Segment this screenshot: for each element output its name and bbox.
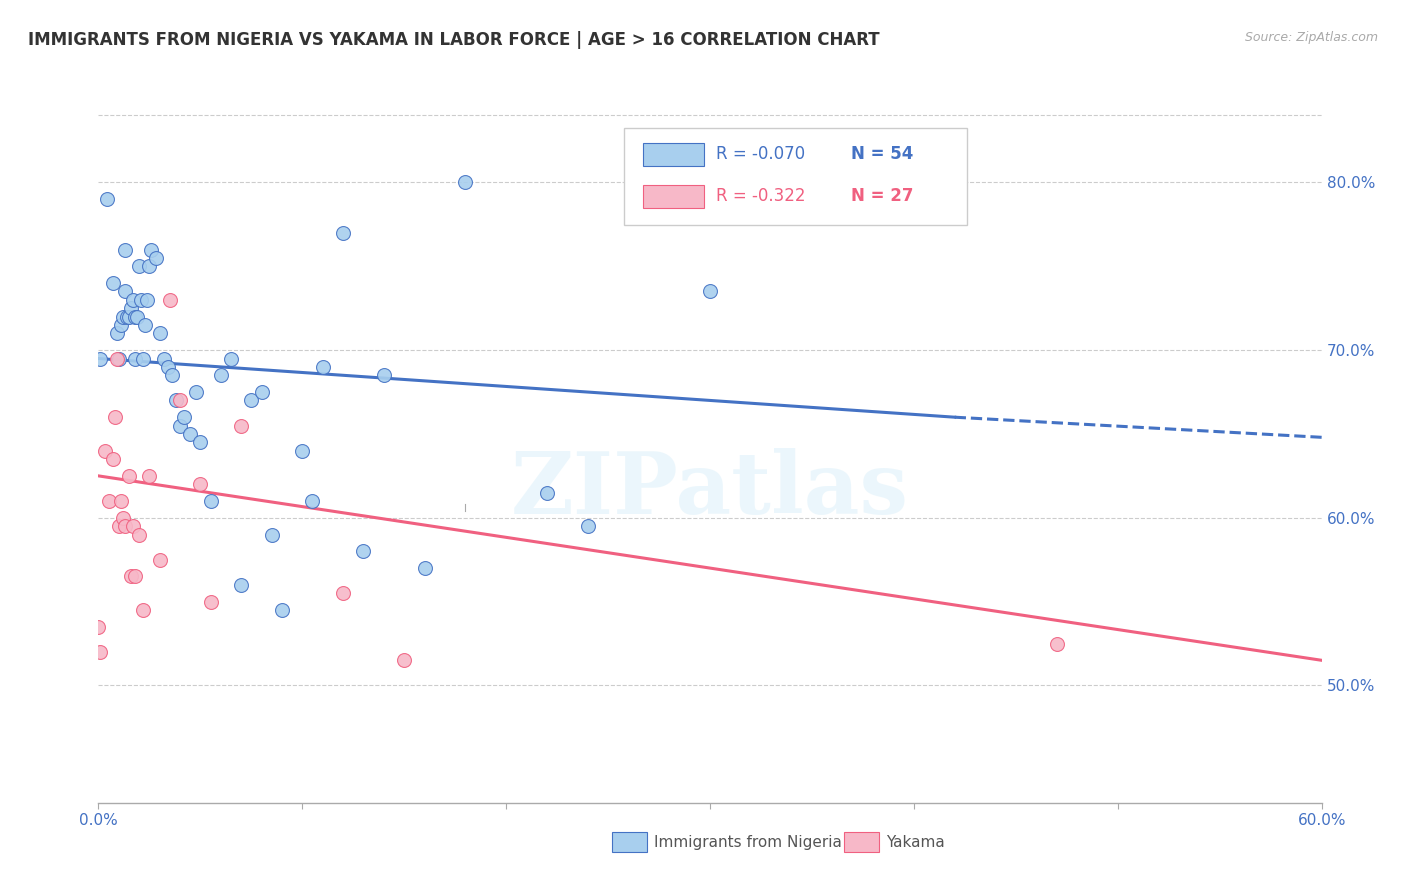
Point <box>943 201 966 215</box>
Point <box>87 620 110 634</box>
Point <box>93 443 115 458</box>
Point <box>108 351 131 366</box>
Point <box>260 527 283 541</box>
Text: N = 54: N = 54 <box>851 145 912 163</box>
Point <box>231 578 253 592</box>
Point <box>200 494 222 508</box>
Point <box>152 351 174 366</box>
Point <box>122 293 145 307</box>
Point <box>118 468 141 483</box>
Point <box>291 443 314 458</box>
Point <box>132 351 155 366</box>
Point <box>169 393 191 408</box>
Point <box>115 310 138 324</box>
Point <box>301 494 323 508</box>
Bar <box>643 144 704 166</box>
Point <box>104 410 127 425</box>
Point <box>89 645 111 659</box>
Point <box>110 318 132 332</box>
Point <box>188 435 212 450</box>
Point <box>120 301 142 316</box>
Point <box>111 510 134 524</box>
Point <box>699 285 721 299</box>
Point <box>124 569 146 583</box>
Point <box>141 243 163 257</box>
Point <box>156 359 179 374</box>
Point <box>97 494 120 508</box>
Point <box>110 494 132 508</box>
Point <box>576 519 599 533</box>
Point <box>132 603 155 617</box>
Point <box>392 653 416 667</box>
Text: R = -0.070: R = -0.070 <box>716 145 806 163</box>
Point <box>114 243 136 257</box>
Point <box>145 251 167 265</box>
Point <box>138 468 160 483</box>
Point <box>169 418 191 433</box>
Point <box>134 318 156 332</box>
Point <box>186 385 208 400</box>
Point <box>149 326 172 341</box>
Point <box>250 385 273 400</box>
Point <box>96 192 118 206</box>
Point <box>128 527 150 541</box>
Point <box>219 351 242 366</box>
Point <box>101 452 124 467</box>
Text: IMMIGRANTS FROM NIGERIA VS YAKAMA IN LABOR FORCE | AGE > 16 CORRELATION CHART: IMMIGRANTS FROM NIGERIA VS YAKAMA IN LAB… <box>28 31 880 49</box>
Point <box>209 368 232 383</box>
Point <box>124 351 146 366</box>
Point <box>124 310 146 324</box>
Point <box>89 351 111 366</box>
Point <box>312 359 335 374</box>
Point <box>240 393 263 408</box>
Point <box>149 552 172 566</box>
Point <box>105 326 128 341</box>
Point <box>536 485 558 500</box>
Point <box>231 418 253 433</box>
Point <box>122 519 145 533</box>
Point <box>136 293 159 307</box>
Point <box>101 276 124 290</box>
Point <box>108 519 131 533</box>
Text: ZIPatlas: ZIPatlas <box>510 448 910 532</box>
Point <box>1045 636 1069 650</box>
Point <box>120 569 142 583</box>
Point <box>352 544 374 558</box>
Text: Yakama: Yakama <box>886 835 945 849</box>
Point <box>165 393 187 408</box>
Point <box>128 260 150 274</box>
Point <box>114 519 136 533</box>
Point <box>114 285 136 299</box>
Point <box>413 561 436 575</box>
Point <box>127 310 149 324</box>
Text: N = 27: N = 27 <box>851 187 914 205</box>
Point <box>179 427 201 442</box>
Text: Immigrants from Nigeria: Immigrants from Nigeria <box>654 835 842 849</box>
Point <box>173 410 195 425</box>
Point <box>188 477 212 491</box>
Text: Source: ZipAtlas.com: Source: ZipAtlas.com <box>1244 31 1378 45</box>
Point <box>373 368 395 383</box>
Point <box>118 310 141 324</box>
Point <box>332 586 354 600</box>
FancyBboxPatch shape <box>624 128 967 226</box>
Point <box>200 594 222 608</box>
Point <box>111 310 134 324</box>
Point <box>129 293 152 307</box>
Text: R = -0.322: R = -0.322 <box>716 187 806 205</box>
Point <box>270 603 294 617</box>
Bar <box>643 185 704 208</box>
Point <box>159 293 181 307</box>
Point <box>105 351 128 366</box>
Point <box>160 368 183 383</box>
Point <box>332 226 354 240</box>
Point <box>454 176 477 190</box>
Point <box>138 260 160 274</box>
